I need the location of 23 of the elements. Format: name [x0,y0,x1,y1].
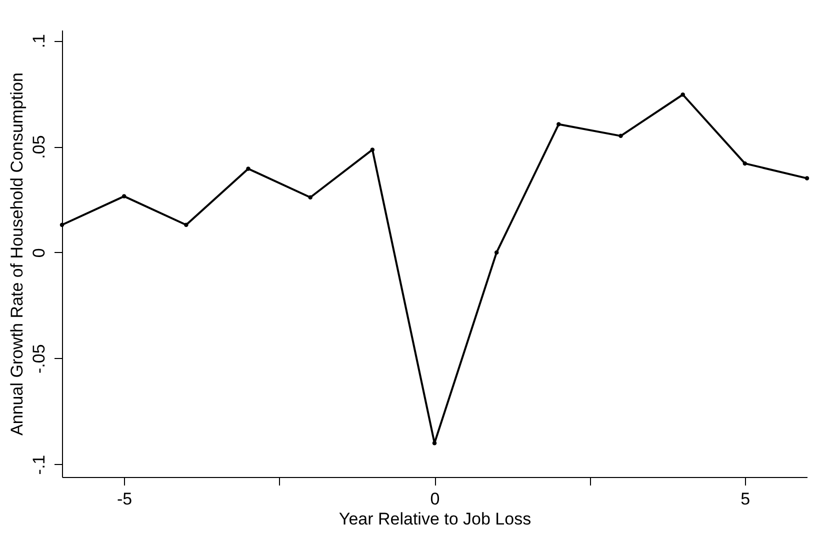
point [308,195,312,200]
y-tick-label: .1 [30,34,48,48]
x-tick-label: 5 [740,490,750,508]
x-axis-title: Year Relative to Job Loss [338,510,532,528]
point [432,440,437,446]
point [804,176,810,180]
point [246,166,250,171]
y-tick-label: .05 [30,135,48,159]
y-tick-label: 0 [30,248,48,258]
y-tick-label: -.05 [30,344,48,374]
point [556,122,561,126]
x-tick-label: -5 [117,490,132,508]
point [60,222,64,228]
point [618,134,623,138]
y-axis-title: Annual Growth Rate of Household Consumption [8,72,26,436]
y-tick-label: -.1 [30,454,48,475]
point [680,92,685,97]
point [742,161,748,166]
point [122,194,126,198]
point [494,250,499,255]
x-tick-label: 0 [430,490,440,508]
point [184,222,188,228]
point [370,148,375,152]
